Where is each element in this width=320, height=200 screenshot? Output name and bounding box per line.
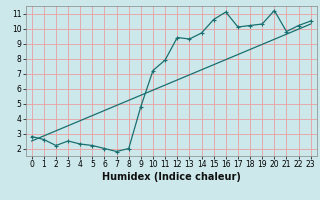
- X-axis label: Humidex (Indice chaleur): Humidex (Indice chaleur): [102, 172, 241, 182]
